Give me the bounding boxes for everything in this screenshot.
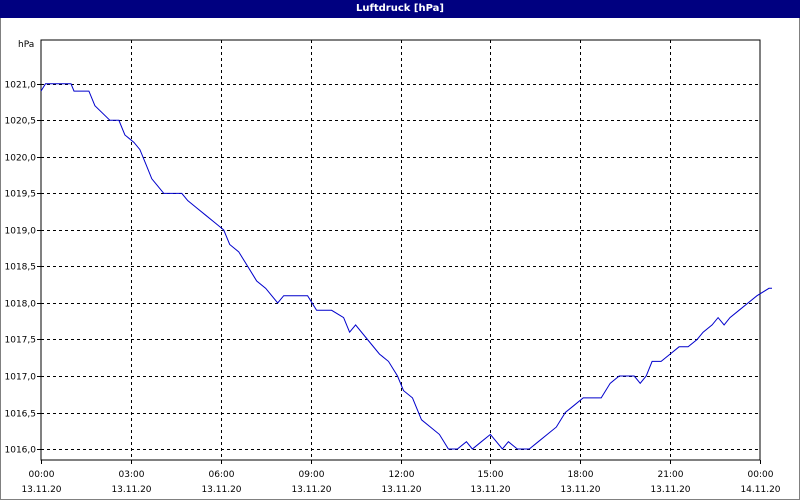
x-tick-time-label: 12:00 <box>389 470 415 480</box>
x-tick-date-label: 13.11.20 <box>21 485 61 495</box>
x-tick-time-label: 00:00 <box>29 470 55 480</box>
y-tick-label: 1020,5 <box>5 117 37 127</box>
y-axis-unit-label: hPa <box>18 40 34 50</box>
pressure-series-line <box>40 83 772 450</box>
y-tick-label: 1016,0 <box>5 446 37 456</box>
y-tick-label: 1016,5 <box>5 410 37 420</box>
x-tick-time-label: 06:00 <box>209 470 235 480</box>
x-tick-date-label: 13.11.20 <box>470 485 510 495</box>
x-tick-time-label: 18:00 <box>568 470 594 480</box>
x-axis: 00:00 13.11.20 03:00 13.11.20 06:00 13.11.20 0… <box>21 460 781 495</box>
y-tick-label: 1019,0 <box>5 227 37 237</box>
x-tick-time-label: 03:00 <box>119 470 145 480</box>
y-tick-label: 1020,0 <box>5 154 37 164</box>
x-tick-time-label: 21:00 <box>658 470 684 480</box>
x-tick-date-label: 13.11.20 <box>291 485 331 495</box>
y-tick-label: 1017,0 <box>5 373 37 383</box>
x-tick-date-label: 13.11.20 <box>650 485 690 495</box>
x-tick-date-label: 13.11.20 <box>111 485 151 495</box>
x-tick-time-label: 15:00 <box>478 470 504 480</box>
plot-area <box>40 39 761 461</box>
y-tick-label: 1017,5 <box>5 336 37 346</box>
x-tick-time-label: 00:00 <box>748 470 774 480</box>
grid-lines <box>41 40 760 460</box>
x-tick-date-label: 13.11.20 <box>560 485 600 495</box>
x-tick-time-label: 09:00 <box>299 470 325 480</box>
y-tick-label: 1019,5 <box>5 190 37 200</box>
y-tick-label: 1018,0 <box>5 300 37 310</box>
x-tick-date-label: 14.11.20 <box>740 485 780 495</box>
y-tick-label: 1018,5 <box>5 263 37 273</box>
y-axis: 1016,0 1016,5 1017,0 1017,5 1018,0 1018,5 1019… <box>5 81 41 456</box>
chart-title: Luftdruck [hPa] <box>0 0 800 18</box>
x-tick-date-label: 13.11.20 <box>381 485 421 495</box>
series-layer <box>40 83 772 450</box>
x-tick-date-label: 13.11.20 <box>201 485 241 495</box>
y-tick-label: 1021,0 <box>5 81 37 91</box>
